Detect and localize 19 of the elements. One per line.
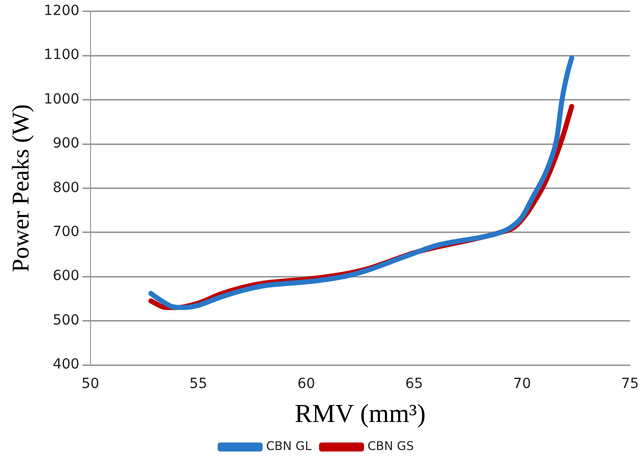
y-tick-label: 1200 xyxy=(44,3,80,20)
y-tick-label: 1100 xyxy=(44,47,80,64)
legend-label: CBN GS xyxy=(368,439,414,454)
x-axis-title: RMV (mm³) xyxy=(294,399,426,428)
x-tick-label: 50 xyxy=(82,376,100,392)
x-tick-label: 70 xyxy=(513,376,531,392)
x-tick-label: 55 xyxy=(189,376,208,392)
y-tick-label: 600 xyxy=(52,268,80,284)
y-tick-label: 900 xyxy=(52,136,80,152)
y-tick-label: 700 xyxy=(52,224,80,240)
y-tick-label: 800 xyxy=(52,180,80,196)
x-tick-label: 75 xyxy=(621,376,639,392)
y-tick-label: 500 xyxy=(52,312,80,328)
y-tick-label: 400 xyxy=(52,356,80,373)
x-tick-label: 60 xyxy=(297,376,316,392)
y-axis-title: Power Peaks (W) xyxy=(8,104,35,272)
y-tick-label: 1000 xyxy=(44,91,80,108)
legend-label: CBN GL xyxy=(266,439,312,454)
x-tick-label: 65 xyxy=(405,376,424,392)
